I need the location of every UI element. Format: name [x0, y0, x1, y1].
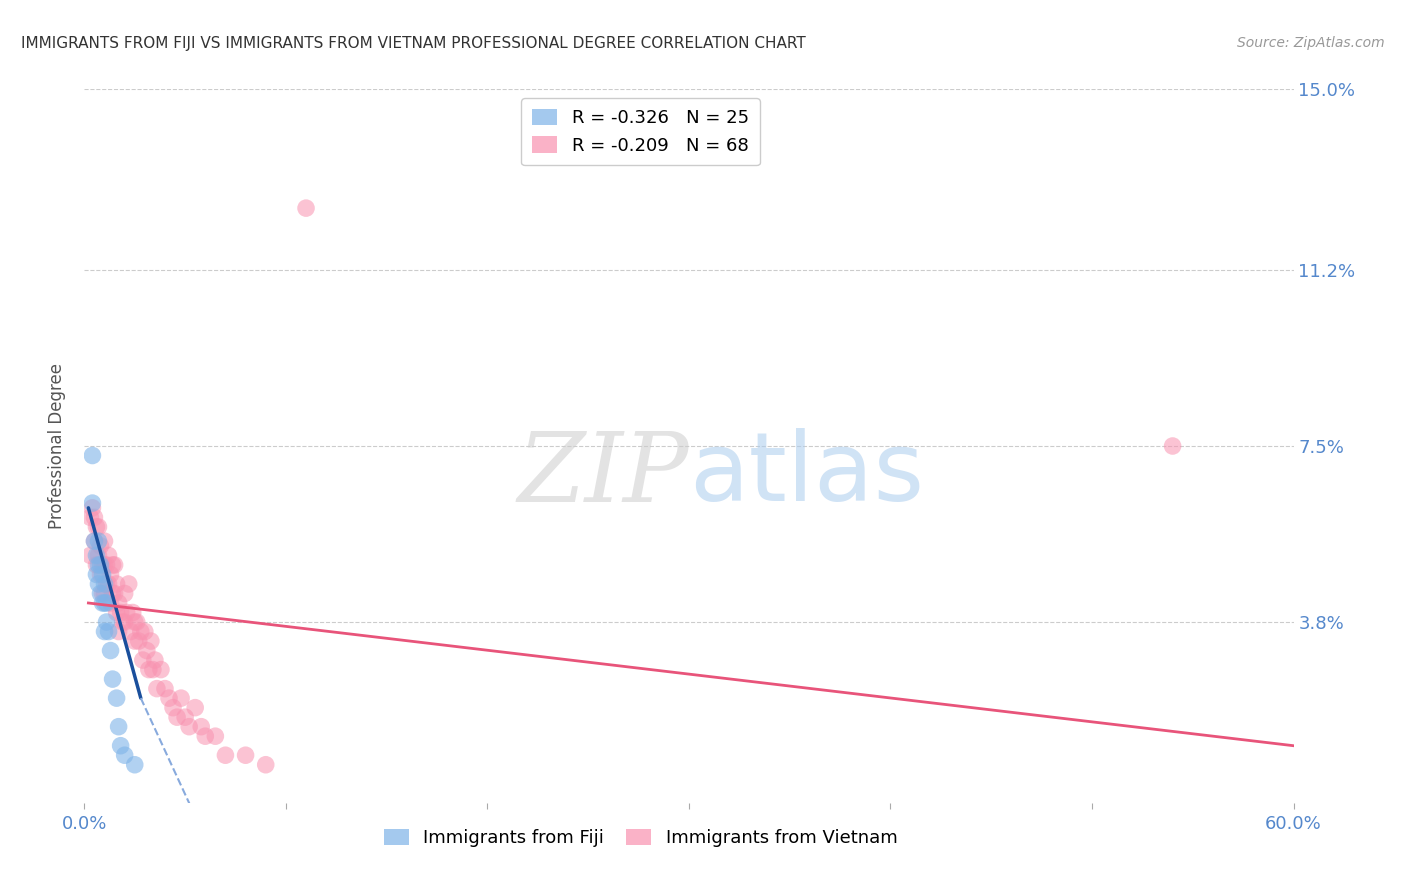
- Point: [114, 586, 136, 600]
- Point: [87, 577, 110, 591]
- Point: [86, 549, 108, 563]
- Point: [105, 606, 128, 620]
- Point: [118, 577, 141, 591]
- Point: [97, 549, 120, 563]
- Point: [89, 558, 111, 572]
- Point: [104, 558, 127, 572]
- Point: [96, 558, 118, 572]
- Point: [100, 643, 122, 657]
- Point: [96, 615, 118, 629]
- Point: [91, 586, 114, 600]
- Point: [86, 520, 108, 534]
- Point: [91, 596, 114, 610]
- Point: [179, 720, 201, 734]
- Point: [87, 558, 110, 572]
- Text: ZIP: ZIP: [517, 427, 689, 522]
- Point: [120, 624, 142, 639]
- Point: [79, 510, 101, 524]
- Text: IMMIGRANTS FROM FIJI VS IMMIGRANTS FROM VIETNAM PROFESSIONAL DEGREE CORRELATION : IMMIGRANTS FROM FIJI VS IMMIGRANTS FROM …: [21, 36, 806, 51]
- Point: [97, 577, 120, 591]
- Point: [157, 691, 180, 706]
- Text: atlas: atlas: [689, 428, 924, 521]
- Y-axis label: Professional Degree: Professional Degree: [48, 363, 66, 529]
- Legend: Immigrants from Fiji, Immigrants from Vietnam: Immigrants from Fiji, Immigrants from Vi…: [377, 822, 904, 855]
- Point: [138, 663, 160, 677]
- Point: [83, 534, 105, 549]
- Point: [105, 577, 128, 591]
- Point: [114, 748, 136, 763]
- Point: [96, 577, 118, 591]
- Point: [143, 653, 166, 667]
- Point: [125, 615, 148, 629]
- Point: [124, 757, 146, 772]
- Point: [91, 558, 114, 572]
- Point: [93, 577, 115, 591]
- Point: [86, 558, 108, 572]
- Point: [86, 567, 108, 582]
- Point: [87, 534, 110, 549]
- Point: [114, 615, 136, 629]
- Point: [132, 653, 155, 667]
- Point: [89, 567, 111, 582]
- Point: [254, 757, 277, 772]
- Point: [105, 691, 128, 706]
- Point: [124, 615, 146, 629]
- Point: [295, 201, 318, 215]
- Point: [107, 624, 129, 639]
- Point: [82, 449, 104, 463]
- Point: [89, 586, 111, 600]
- Point: [93, 596, 115, 610]
- Point: [214, 748, 236, 763]
- Point: [146, 681, 169, 696]
- Point: [93, 558, 115, 572]
- Point: [101, 558, 124, 572]
- Point: [235, 748, 257, 763]
- Point: [91, 567, 114, 582]
- Point: [204, 729, 226, 743]
- Point: [142, 663, 165, 677]
- Point: [139, 634, 162, 648]
- Point: [166, 710, 188, 724]
- Point: [83, 534, 105, 549]
- Point: [111, 615, 134, 629]
- Point: [82, 496, 104, 510]
- Point: [162, 700, 184, 714]
- Point: [110, 739, 132, 753]
- Point: [190, 720, 212, 734]
- Point: [93, 586, 115, 600]
- Point: [1161, 439, 1184, 453]
- Point: [115, 606, 138, 620]
- Point: [107, 720, 129, 734]
- Point: [128, 634, 150, 648]
- Point: [100, 567, 122, 582]
- Point: [184, 700, 207, 714]
- Point: [101, 672, 124, 686]
- Point: [134, 624, 156, 639]
- Point: [97, 624, 120, 639]
- Point: [82, 500, 104, 515]
- Point: [104, 586, 127, 600]
- Point: [87, 549, 110, 563]
- Point: [93, 534, 115, 549]
- Point: [93, 624, 115, 639]
- Point: [110, 606, 132, 620]
- Point: [96, 596, 118, 610]
- Point: [87, 520, 110, 534]
- Point: [194, 729, 217, 743]
- Point: [107, 596, 129, 610]
- Point: [135, 643, 157, 657]
- Point: [153, 681, 176, 696]
- Point: [79, 549, 101, 563]
- Point: [129, 624, 152, 639]
- Point: [149, 663, 172, 677]
- Text: Source: ZipAtlas.com: Source: ZipAtlas.com: [1237, 36, 1385, 50]
- Point: [174, 710, 197, 724]
- Point: [83, 510, 105, 524]
- Point: [101, 586, 124, 600]
- Point: [121, 606, 143, 620]
- Point: [170, 691, 193, 706]
- Point: [100, 596, 122, 610]
- Point: [89, 539, 111, 553]
- Point: [124, 634, 146, 648]
